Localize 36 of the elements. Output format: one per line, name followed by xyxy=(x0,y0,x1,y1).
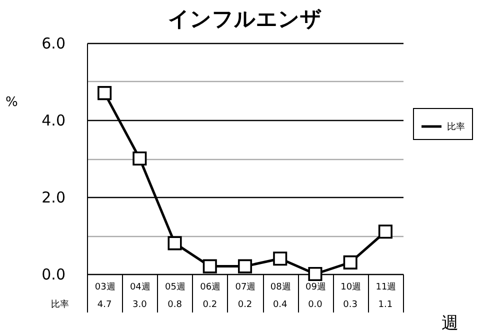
y-tick-label: 6.0 xyxy=(42,34,66,52)
data-label: 0.4 xyxy=(272,300,288,310)
data-label: 0.0 xyxy=(308,300,323,310)
point xyxy=(273,252,288,266)
y-axis-title: % xyxy=(6,95,18,110)
data-label: 0.2 xyxy=(202,300,218,310)
data-label: 0.8 xyxy=(168,300,182,310)
data-label: 0.2 xyxy=(238,300,252,310)
point xyxy=(378,224,392,239)
point xyxy=(308,266,322,282)
x-tick-label: 07週 xyxy=(235,282,256,292)
data-label: 0.3 xyxy=(343,300,358,310)
y-tick-label: 0.0 xyxy=(42,266,66,284)
text: 比率 xyxy=(51,300,69,310)
data-label: 4.7 xyxy=(97,300,112,310)
point xyxy=(343,255,358,270)
x-tick-label: 03週 xyxy=(94,282,116,292)
point xyxy=(238,259,252,274)
x-tick-label: 04週 xyxy=(130,282,150,292)
legend-label: 比率 xyxy=(447,122,465,132)
y-tick-label: 2.0 xyxy=(42,188,66,206)
x-tick-label: 08週 xyxy=(270,282,291,292)
x-axis-title: 週 xyxy=(442,314,458,334)
x-tick-label: 09週 xyxy=(305,282,326,292)
x-tick-label: 05週 xyxy=(165,282,186,292)
x-tick-label: 10週 xyxy=(340,282,362,292)
chart-title: インフルエンザ xyxy=(168,7,322,31)
x-tick-label: 06週 xyxy=(200,282,221,292)
point xyxy=(132,151,147,166)
data-label: 1.1 xyxy=(378,300,393,310)
data-label: 3.0 xyxy=(132,300,148,310)
y-tick-label: 4.0 xyxy=(42,112,66,130)
point xyxy=(98,86,112,100)
point xyxy=(168,236,182,250)
point xyxy=(202,259,217,274)
x-tick-label: 11週 xyxy=(376,282,396,292)
